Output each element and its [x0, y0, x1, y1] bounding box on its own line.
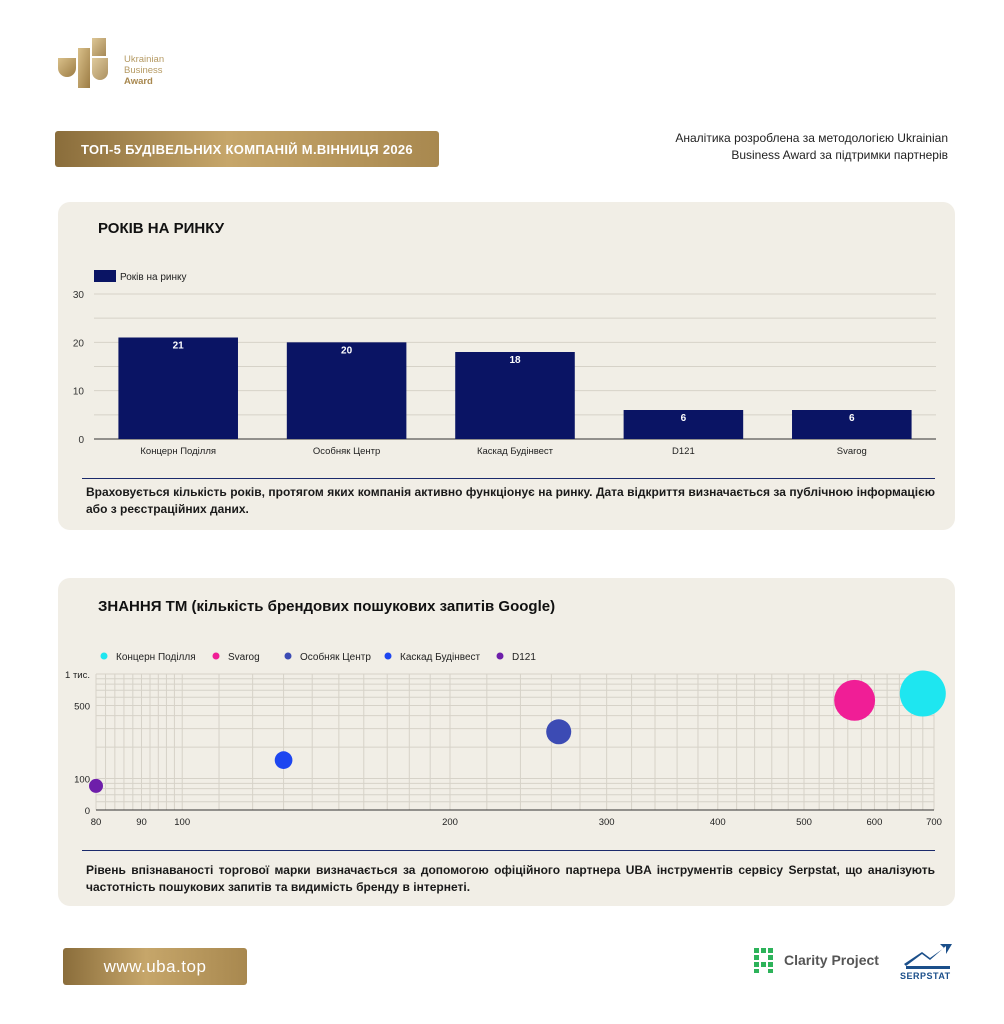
bar-value-label: 21 [173, 341, 185, 352]
x-tick-label: 500 [796, 817, 812, 828]
years-bar-chart: 0 10 20 30 Років на ринку 21 Концерн Поділля 20… [73, 270, 936, 457]
awareness-note: Рівень впізнаваності торгової марки визн… [86, 863, 935, 894]
bar [286, 342, 407, 439]
y-tick-label: 10 [73, 387, 85, 398]
legend-marker [100, 652, 108, 660]
bar [623, 410, 744, 439]
y-tick-label: 1 тис. [65, 670, 90, 681]
y-tick-label: 0 [78, 435, 84, 446]
legend-label: Svarog [228, 652, 260, 663]
bubble [899, 670, 946, 717]
card1-divider [82, 478, 935, 479]
x-tick-label: Каскад Будінвест [477, 446, 554, 457]
x-tick-label: Svarog [837, 446, 867, 457]
legend-swatch [94, 270, 116, 282]
years-note: Враховується кількість років, протягом я… [86, 485, 935, 516]
brand-awareness-card: ЗНАННЯ ТМ (кількість брендових пошукових… [58, 578, 955, 906]
x-tick-label: 300 [599, 817, 615, 828]
years-on-market-card: РОКІВ НА РИНКУ 0 10 20 30 Років на ринку 21 Ко… [58, 202, 955, 530]
clarity-project-logo [754, 948, 773, 973]
serpstat-logo [904, 944, 952, 969]
x-tick-label: 700 [926, 817, 942, 828]
years-chart-title: РОКІВ НА РИНКУ [98, 220, 225, 237]
page-title-badge: ТОП-5 БУДІВЕЛЬНИХ КОМПАНІЙ М.ВІННИЦЯ 202… [55, 131, 439, 167]
legend-marker [496, 652, 504, 660]
legend-label: Років на ринку [120, 272, 187, 283]
x-tick-label: Особняк Центр [313, 446, 380, 457]
x-tick-label: Концерн Поділля [140, 446, 216, 457]
legend-marker [284, 652, 292, 660]
bar [118, 337, 238, 439]
legend-label: Каскад Будінвест [400, 652, 481, 663]
bubble [546, 719, 572, 745]
y-tick-label: 30 [73, 290, 85, 301]
bar-value-label: 18 [509, 355, 521, 366]
x-tick-label: 400 [710, 817, 726, 828]
legend-label: D121 [512, 652, 536, 663]
y-tick-label: 0 [85, 806, 90, 817]
uba-logo [58, 38, 108, 88]
bar [792, 410, 912, 439]
awareness-bubble-chart: 80 90 100 200 300 400 500 600 700 0 100 500 1 тис. Ко… [65, 651, 946, 828]
logo-line-3: Award [124, 76, 153, 87]
bar [455, 352, 575, 439]
x-tick-label: 600 [867, 817, 883, 828]
x-tick-label: D121 [672, 446, 695, 457]
awareness-chart-title: ЗНАННЯ ТМ (кількість брендових пошукових… [98, 598, 556, 615]
logo-text: Ukrainian Business Award [124, 54, 164, 87]
x-tick-label: 200 [442, 817, 458, 828]
website-link[interactable]: www.uba.top [63, 948, 247, 985]
x-tick-label: 100 [174, 817, 190, 828]
logo-line-1: Ukrainian [124, 54, 165, 65]
legend-label: Особняк Центр [300, 651, 371, 663]
bubble [274, 751, 293, 769]
y-tick-label: 500 [74, 701, 90, 712]
bubble [89, 778, 103, 793]
y-tick-label: 100 [74, 775, 90, 786]
x-tick-label: 80 [91, 817, 102, 828]
bar-value-label: 6 [681, 413, 687, 424]
legend-label: Концерн Поділля [116, 652, 196, 663]
methodology-note: Аналітика розроблена за методологією Ukr… [675, 131, 948, 162]
x-tick-label: 90 [136, 817, 147, 828]
y-tick-label: 20 [73, 338, 85, 349]
bar-value-label: 20 [341, 345, 353, 356]
clarity-project-label: Clarity Project [784, 952, 879, 968]
bar-value-label: 6 [849, 413, 855, 424]
logo-line-2: Business [124, 65, 163, 76]
serpstat-label: SERPSTAT [900, 971, 951, 981]
legend-marker [384, 652, 392, 660]
legend-marker [212, 652, 220, 660]
card2-divider [82, 850, 935, 851]
bubble [834, 679, 876, 721]
